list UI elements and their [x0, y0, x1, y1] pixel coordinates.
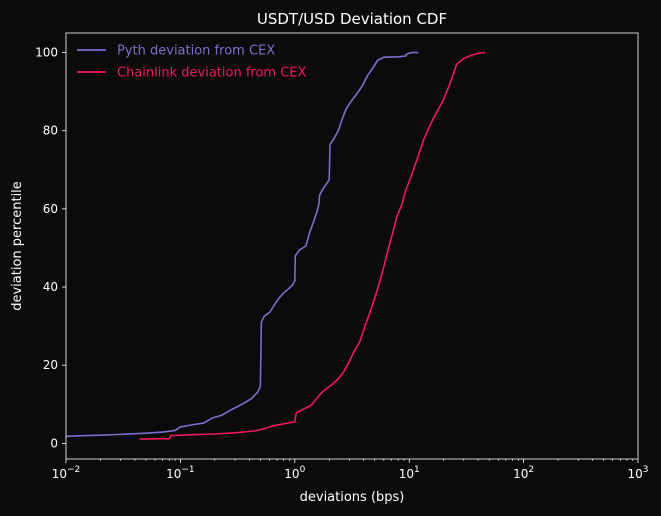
x-tick-label: 103: [627, 465, 648, 481]
x-tick-label: 101: [399, 465, 420, 481]
series-line-chainlink: [139, 51, 486, 440]
series-line-pyth: [65, 51, 419, 438]
y-tick-label: 80: [43, 124, 58, 138]
legend: Pyth deviation from CEX Chainlink deviati…: [77, 44, 306, 81]
y-tick-label: 0: [50, 436, 58, 450]
y-tick-label: 100: [35, 46, 58, 60]
x-tick-label: 10−2: [52, 465, 81, 481]
x-tick-label: 100: [284, 465, 305, 481]
plot-frame: [65, 32, 639, 460]
y-tick-label: 40: [43, 280, 58, 294]
chart-title: USDT/USD Deviation CDF: [257, 10, 447, 28]
x-axis-label: deviations (bps): [300, 490, 405, 505]
legend-label: Pyth deviation from CEX: [117, 44, 275, 59]
y-tick-label: 20: [43, 358, 58, 372]
x-axis-ticks: 10−2 10−1 100 101 102 103: [52, 459, 649, 481]
legend-label: Chainlink deviation from CEX: [117, 66, 306, 81]
x-tick-label: 10−1: [166, 465, 195, 481]
x-tick-label: 102: [513, 465, 534, 481]
y-axis-label: deviation percentile: [10, 181, 25, 311]
y-axis-ticks: 0 20 40 60 80 100: [35, 46, 66, 450]
y-tick-label: 60: [43, 202, 58, 216]
